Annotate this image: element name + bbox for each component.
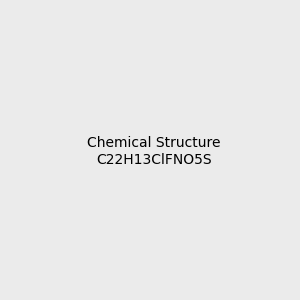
Text: Chemical Structure
C22H13ClFNO5S: Chemical Structure C22H13ClFNO5S <box>87 136 220 166</box>
